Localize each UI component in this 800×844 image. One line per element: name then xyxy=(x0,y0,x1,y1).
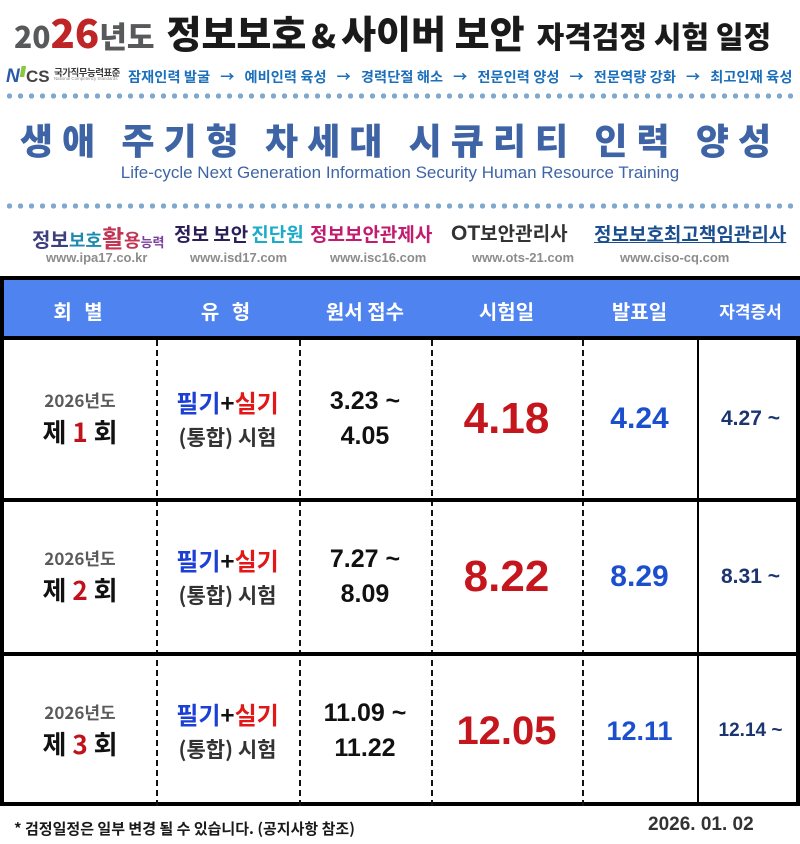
svg-text:N: N xyxy=(6,66,21,86)
svg-text:CS: CS xyxy=(26,67,50,86)
